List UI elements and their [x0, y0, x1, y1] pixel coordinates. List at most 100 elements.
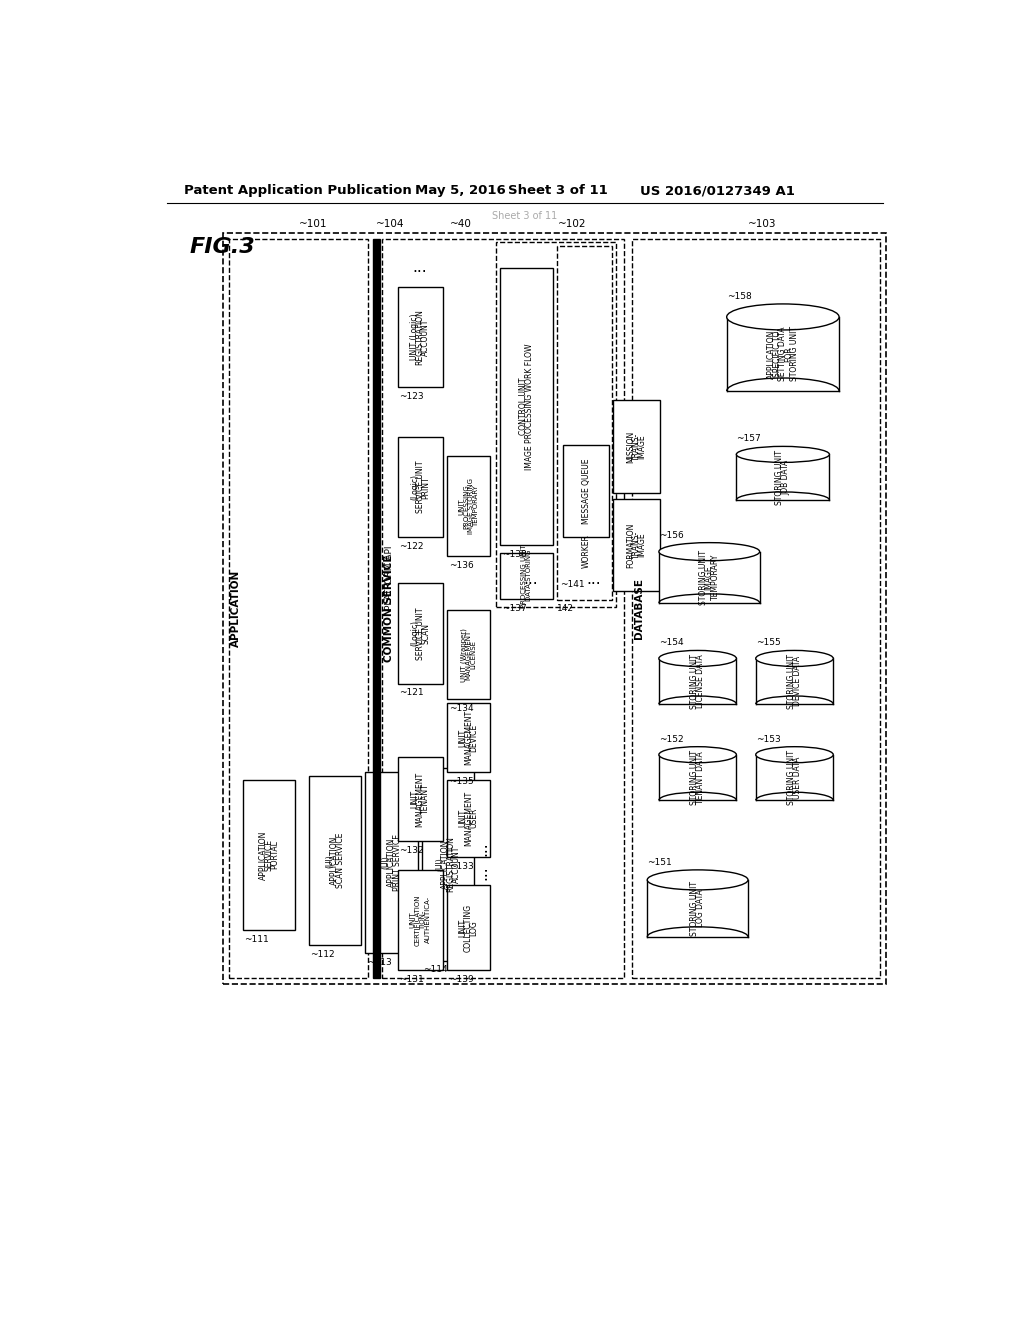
Bar [496, 243, 616, 607]
Bar [397, 756, 442, 841]
Bar [613, 499, 659, 591]
Text: ACCOUNT: ACCOUNT [452, 846, 461, 883]
Text: ~154: ~154 [658, 639, 683, 647]
Text: SERVICE UNIT: SERVICE UNIT [416, 461, 425, 513]
Text: APPLICATION: APPLICATION [331, 836, 339, 886]
Text: STORING UNIT: STORING UNIT [690, 880, 699, 936]
Text: PRINT SERVICE: PRINT SERVICE [392, 834, 401, 891]
Text: LICENSE DATA: LICENSE DATA [696, 655, 706, 708]
Text: ...: ... [587, 572, 601, 587]
Text: STORING UNIT: STORING UNIT [787, 750, 796, 805]
Text: LOG DATA: LOG DATA [696, 890, 706, 927]
Text: TENANT: TENANT [421, 784, 430, 814]
Bar [756, 659, 834, 704]
Bar [647, 880, 748, 937]
Text: APPLICATION: APPLICATION [767, 329, 776, 379]
Text: UNIT: UNIT [458, 498, 464, 515]
Text: ~133: ~133 [449, 862, 473, 870]
Ellipse shape [756, 651, 834, 667]
Text: ...: ... [413, 260, 427, 276]
Bar [500, 268, 553, 545]
Text: ~158: ~158 [727, 292, 752, 301]
Bar [373, 239, 380, 978]
Text: DATABASE: DATABASE [634, 578, 644, 639]
Text: USER DATA: USER DATA [793, 756, 802, 799]
Text: 142: 142 [557, 603, 573, 612]
Text: MANAGEMENT: MANAGEMENT [464, 710, 473, 766]
Bar [557, 247, 612, 601]
Text: STORING UNIT: STORING UNIT [690, 750, 699, 805]
Bar [447, 886, 489, 970]
Text: (Logic): (Logic) [411, 620, 419, 647]
Text: WORKER: WORKER [582, 535, 591, 568]
Text: (UI): (UI) [435, 858, 444, 871]
Text: PRINT: PRINT [421, 477, 430, 499]
Text: TION-: TION- [420, 911, 426, 929]
Text: UNIT: UNIT [459, 809, 468, 828]
Text: TRANS-: TRANS- [632, 531, 641, 560]
Text: ~121: ~121 [399, 688, 424, 697]
Text: IMAGE STORING: IMAGE STORING [468, 478, 474, 535]
Text: ~153: ~153 [756, 735, 780, 743]
Text: SERVICE: SERVICE [264, 840, 273, 871]
Text: (UI): (UI) [382, 855, 390, 870]
Text: ~134: ~134 [449, 704, 473, 713]
Text: ~113: ~113 [367, 958, 391, 966]
Text: May 5, 2016: May 5, 2016 [415, 185, 506, 197]
Bar [397, 286, 442, 387]
Text: ~157: ~157 [736, 434, 761, 444]
Text: IMAGE: IMAGE [638, 434, 646, 458]
Text: LICENSE: LICENSE [471, 640, 476, 669]
Text: ~132: ~132 [399, 846, 424, 855]
Text: ~114: ~114 [423, 965, 447, 974]
Bar [243, 780, 295, 929]
Text: ~103: ~103 [748, 219, 776, 228]
Text: DEVICE DATA: DEVICE DATA [793, 656, 802, 706]
Bar [447, 610, 489, 700]
Text: ~141: ~141 [560, 581, 585, 590]
Text: REGISTRATION: REGISTRATION [446, 837, 456, 892]
Text: FORMATION: FORMATION [627, 523, 635, 568]
Text: ~136: ~136 [449, 561, 473, 570]
Bar [658, 659, 736, 704]
Text: MANAGEMENT: MANAGEMENT [466, 630, 472, 680]
Text: UNIT: UNIT [459, 729, 468, 747]
Bar [632, 239, 880, 978]
Text: COMMON SERVICE: COMMON SERVICE [384, 554, 394, 663]
Text: ~102: ~102 [558, 219, 587, 228]
Text: TEMPORARY: TEMPORARY [711, 554, 720, 601]
Text: STORING UNIT: STORING UNIT [790, 326, 799, 381]
Text: Patent Application Publication: Patent Application Publication [183, 185, 412, 197]
Ellipse shape [647, 870, 748, 890]
Bar [727, 317, 839, 391]
Text: APPLICATION: APPLICATION [259, 830, 268, 879]
Text: SERVICE UNIT: SERVICE UNIT [416, 607, 425, 660]
Text: TEMPORARY: TEMPORARY [473, 486, 479, 528]
Text: ~151: ~151 [647, 858, 672, 867]
Text: UNIT (Logic): UNIT (Logic) [411, 314, 419, 360]
Text: USER: USER [470, 808, 478, 829]
Text: ...: ... [523, 572, 538, 587]
Text: UNIT: UNIT [459, 919, 468, 937]
Text: Sheet 3 of 11: Sheet 3 of 11 [493, 211, 557, 222]
Text: PROCESSING: PROCESSING [463, 484, 469, 529]
Text: LOG: LOG [470, 920, 478, 936]
Text: ...: ... [475, 842, 489, 857]
Text: ~40: ~40 [450, 219, 471, 228]
Bar [613, 400, 659, 492]
Ellipse shape [658, 747, 736, 763]
Bar [658, 755, 736, 800]
Bar [658, 552, 760, 603]
Ellipse shape [756, 747, 834, 763]
Text: MISSION: MISSION [627, 430, 635, 462]
Ellipse shape [727, 304, 839, 330]
Text: IMAGE: IMAGE [638, 533, 646, 557]
Text: PORTAL: PORTAL [270, 841, 280, 870]
Text: ~155: ~155 [756, 639, 780, 647]
Text: AUTHENTICA-: AUTHENTICA- [425, 896, 431, 944]
Text: IMAGE: IMAGE [705, 565, 714, 590]
Text: ~137: ~137 [502, 603, 526, 612]
Text: DEVICE: DEVICE [470, 723, 478, 751]
Text: STORING UNIT: STORING UNIT [787, 653, 796, 709]
Text: SETTING DATA: SETTING DATA [778, 327, 787, 381]
